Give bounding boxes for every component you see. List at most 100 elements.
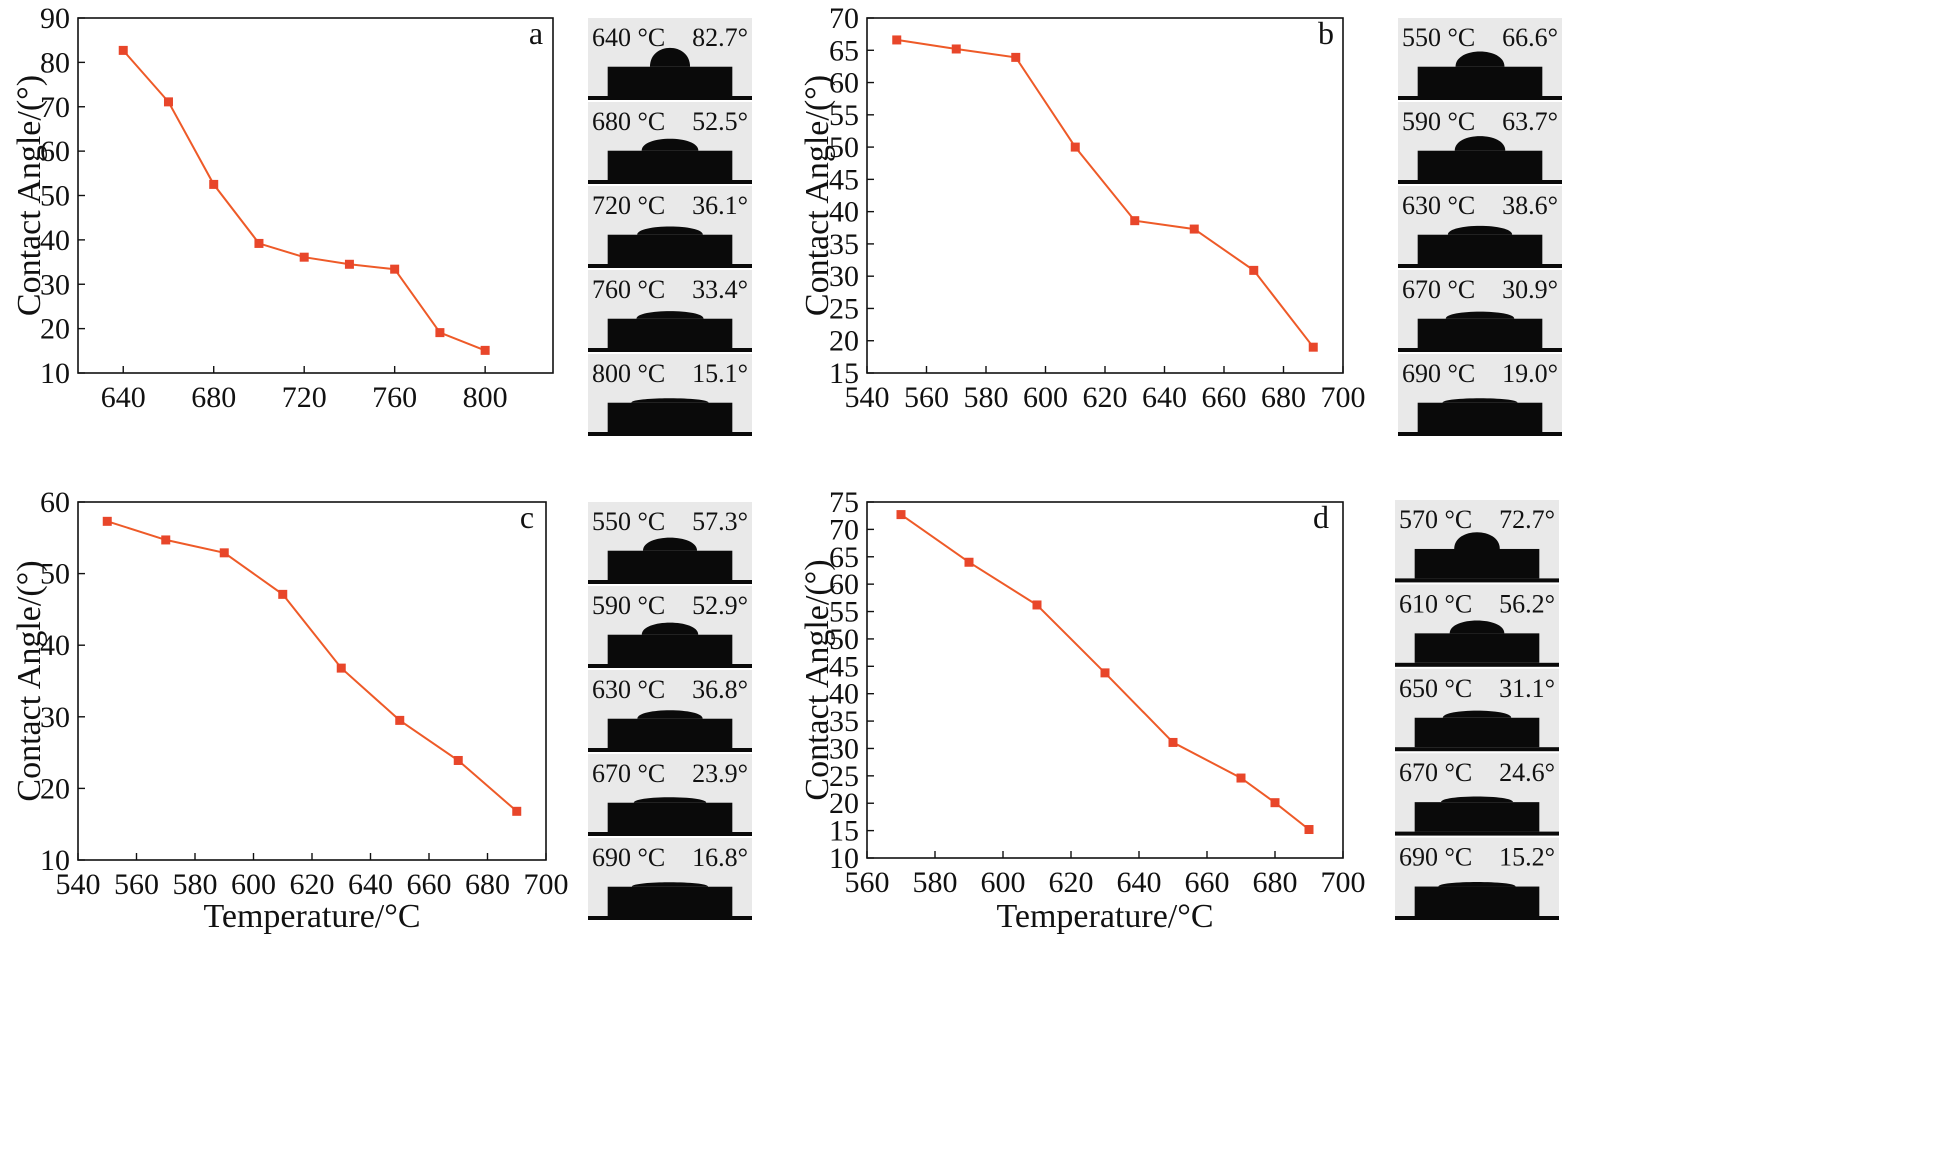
inset-angle-label: 57.3° (692, 507, 748, 536)
y-tick-label: 60 (40, 486, 70, 519)
panel-letter: a (529, 15, 543, 51)
inset-temperature-label: 630 °C (592, 675, 665, 704)
y-tick-label: 20 (829, 325, 859, 358)
droplet-shape (636, 311, 704, 319)
y-tick-label: 60 (829, 568, 859, 601)
inset-angle-label: 19.0° (1502, 359, 1558, 388)
data-point (102, 516, 112, 526)
inset-temperature-label: 550 °C (1402, 23, 1475, 52)
substrate-block (607, 550, 733, 580)
inset-temperature-label: 670 °C (1399, 758, 1472, 787)
inset-temperature-label: 670 °C (1402, 275, 1475, 304)
chart-panel-a: 10 20 30 40 50 60 70 80 90 640 680 720 760 800 Contact… (11, 2, 752, 436)
substrate-block (1417, 234, 1543, 264)
stage-line (1398, 96, 1562, 100)
inset-temperature-label: 650 °C (1399, 674, 1472, 703)
droplet-image: 570 °C 72.7° (1395, 500, 1559, 583)
data-point (435, 328, 445, 338)
data-point (1011, 52, 1021, 62)
substrate-block (1414, 633, 1540, 663)
y-tick-label: 40 (829, 678, 859, 711)
droplet-shape (642, 537, 698, 551)
stage-line (588, 916, 752, 920)
y-axis-title: Contact Angle/(°) (11, 560, 48, 801)
droplet-shape (637, 710, 703, 719)
inset-angle-label: 56.2° (1499, 589, 1555, 618)
y-tick-label: 40 (829, 196, 859, 229)
data-point (344, 259, 354, 269)
plot-frame (77, 17, 554, 374)
droplet-shape (641, 138, 699, 151)
y-tick-label: 30 (829, 260, 859, 293)
droplet-image: 610 °C 56.2° (1395, 584, 1559, 667)
inset-angle-label: 24.6° (1499, 758, 1555, 787)
y-tick-label: 35 (829, 228, 859, 261)
substrate-block (607, 66, 733, 96)
data-point (1032, 600, 1042, 610)
data-point (1236, 773, 1246, 783)
droplet-image: 690 °C 16.8° (588, 838, 752, 920)
stage-line (1395, 916, 1559, 920)
droplet-image: 800 °C 15.1° (588, 354, 752, 436)
y-tick-label: 25 (829, 292, 859, 325)
inset-temperature-label: 590 °C (1402, 107, 1475, 136)
y-tick-label: 30 (40, 701, 70, 734)
data-point (1070, 142, 1080, 152)
inset-temperature-label: 760 °C (592, 275, 665, 304)
inset-angle-label: 23.9° (692, 759, 748, 788)
y-tick-label: 50 (40, 180, 70, 213)
y-tick-label: 55 (829, 596, 859, 629)
substrate-block (1414, 717, 1540, 748)
y-tick-label: 30 (829, 732, 859, 765)
droplet-shape (1438, 882, 1516, 887)
droplet-image: 630 °C 36.8° (588, 670, 752, 752)
inset-temperature-label: 640 °C (592, 23, 665, 52)
droplet-shape (631, 398, 709, 403)
data-point (1130, 216, 1140, 226)
inset-temperature-label: 800 °C (592, 359, 665, 388)
substrate-block (607, 802, 733, 832)
stage-line (1395, 747, 1559, 752)
x-tick-label: 760 (372, 381, 417, 414)
droplet-image: 590 °C 63.7° (1398, 102, 1562, 184)
stage-line (1398, 432, 1562, 436)
y-tick-label: 50 (829, 623, 859, 656)
inset-temperature-label: 690 °C (1399, 843, 1472, 872)
substrate-block (1417, 402, 1543, 432)
data-point (395, 715, 405, 725)
droplet-image: 760 °C 33.4° (588, 270, 752, 352)
substrate-block (1414, 802, 1540, 832)
x-tick-label: 560 (114, 868, 159, 901)
droplet-shape (1447, 225, 1513, 235)
panel-letter: c (520, 499, 534, 535)
data-point (299, 252, 309, 262)
stage-line (588, 264, 752, 268)
y-tick-label: 70 (829, 513, 859, 546)
y-tick-label: 50 (829, 131, 859, 164)
substrate-block (1417, 318, 1543, 348)
substrate-block (607, 718, 733, 748)
inset-angle-label: 38.6° (1502, 191, 1558, 220)
y-tick-label: 20 (829, 787, 859, 820)
x-tick-label: 540 (845, 381, 890, 414)
x-tick-label: 660 (407, 868, 452, 901)
stage-line (1398, 264, 1562, 268)
inset-temperature-label: 720 °C (592, 191, 665, 220)
y-tick-label: 90 (40, 2, 70, 35)
x-tick-label: 600 (1023, 381, 1068, 414)
data-point (951, 44, 961, 54)
x-axis-title: Temperature/°C (203, 898, 420, 935)
inset-angle-label: 36.8° (692, 675, 748, 704)
inset-temperature-label: 690 °C (1402, 359, 1475, 388)
data-point (1270, 798, 1280, 808)
data-point (480, 345, 490, 355)
series-line (122, 49, 486, 352)
droplet-shape (1442, 710, 1512, 718)
y-tick-label: 20 (40, 313, 70, 346)
inset-angle-label: 36.1° (692, 191, 748, 220)
x-tick-label: 580 (173, 868, 218, 901)
substrate-block (607, 886, 733, 916)
data-point (512, 806, 522, 816)
droplet-shape (637, 226, 703, 235)
stage-line (588, 180, 752, 184)
